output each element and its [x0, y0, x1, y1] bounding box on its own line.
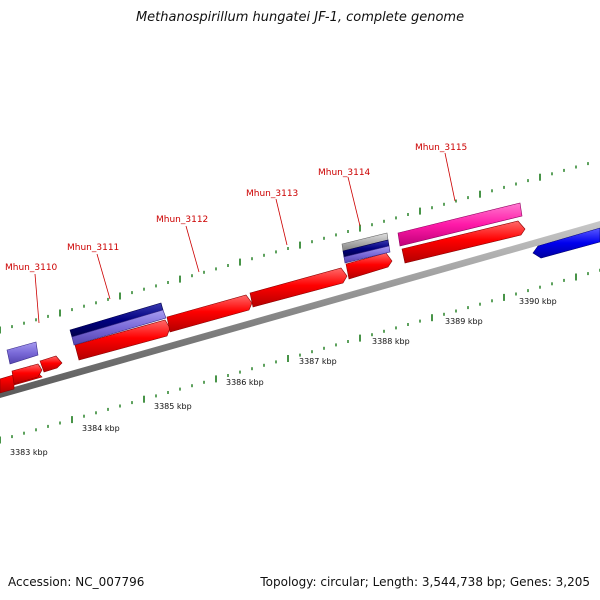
scale-label: 3387 kbp — [299, 357, 337, 366]
scale-label: 3388 kbp — [372, 337, 410, 346]
locus-label-group[interactable]: Mhun_3112 — [156, 215, 208, 273]
cds-feature[interactable] — [397, 202, 523, 247]
scale-label: 3383 kbp — [10, 448, 48, 457]
cds-feature[interactable] — [401, 220, 526, 264]
locus-label: Mhun_3110 — [5, 263, 58, 273]
cds-feature[interactable] — [11, 363, 43, 385]
scale-label: 3385 kbp — [154, 402, 192, 411]
locus-label: Mhun_3111 — [67, 243, 119, 253]
cds-feature[interactable] — [39, 355, 63, 373]
gene-features — [0, 202, 600, 394]
cds-feature[interactable] — [343, 245, 391, 264]
locus-label-group[interactable]: Mhun_3113 — [246, 189, 298, 246]
upper-tick-track — [0, 162, 589, 334]
scale-label: 3386 kbp — [226, 378, 264, 387]
scale-label: 3389 kbp — [445, 317, 483, 326]
locus-label-group[interactable]: Mhun_3110 — [5, 263, 58, 324]
locus-label-group[interactable]: Mhun_3114 — [318, 168, 371, 227]
cds-feature[interactable] — [6, 341, 39, 365]
locus-label-group[interactable]: Mhun_3111 — [67, 243, 119, 300]
locus-label: Mhun_3112 — [156, 215, 208, 225]
accession-text: Accession: NC_007796 — [8, 575, 145, 589]
backbone-strand — [0, 221, 600, 398]
locus-label-group[interactable]: Mhun_3115 — [415, 143, 467, 202]
scale-tick-track — [0, 268, 600, 444]
map-title: Methanospirillum hungatei JF-1, complete… — [135, 10, 465, 25]
topology-text: Topology: circular; Length: 3,544,738 bp… — [260, 575, 590, 589]
cds-feature[interactable] — [249, 267, 348, 308]
cds-feature[interactable] — [71, 309, 167, 346]
locus-label: Mhun_3114 — [318, 168, 371, 178]
locus-label: Mhun_3115 — [415, 143, 467, 153]
locus-label: Mhun_3113 — [246, 189, 298, 199]
scale-label: 3384 kbp — [82, 424, 120, 433]
cds-feature[interactable] — [166, 294, 253, 333]
cds-feature[interactable] — [74, 319, 171, 361]
scale-label: 3390 kbp — [519, 297, 557, 306]
cds-feature[interactable] — [532, 227, 600, 259]
